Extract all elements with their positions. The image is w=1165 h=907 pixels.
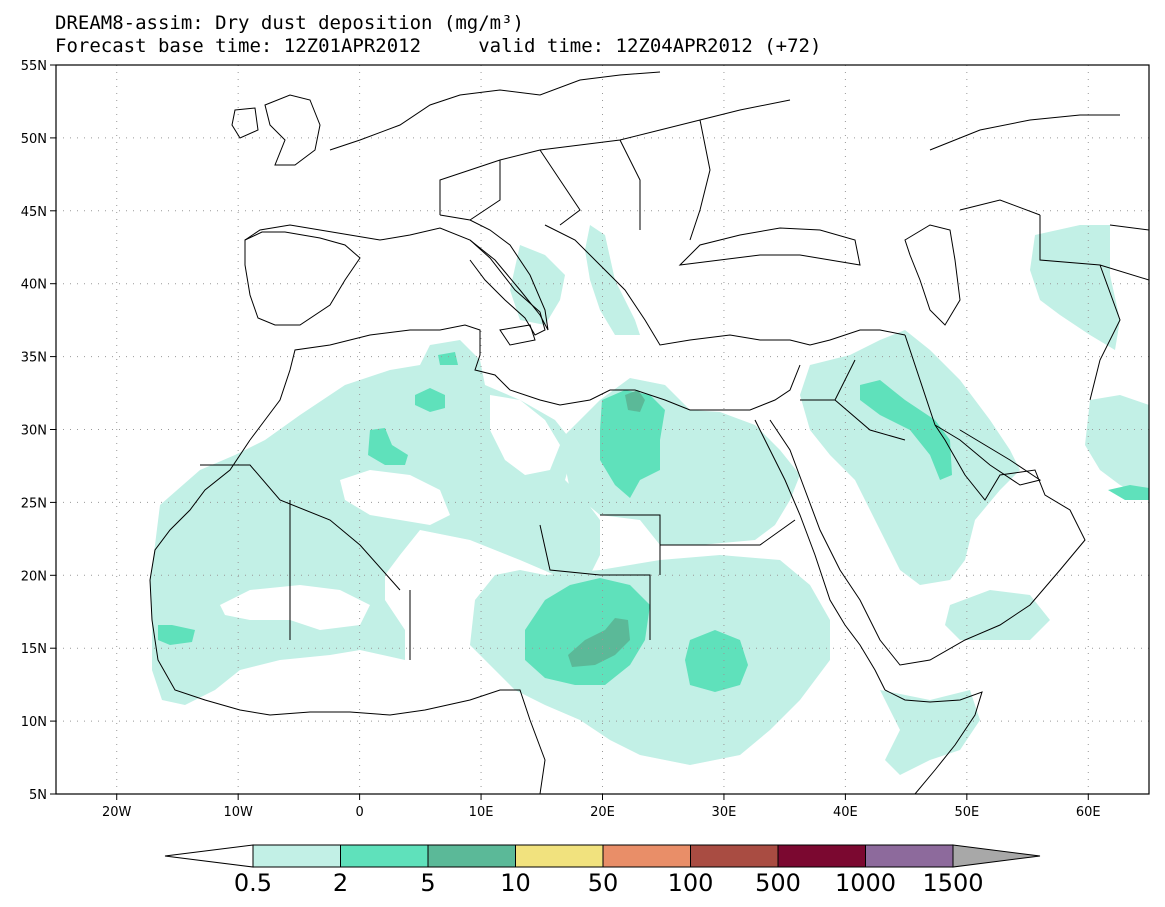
dust-region-greece <box>585 225 640 335</box>
iberia <box>244 231 361 326</box>
colorbar-label: 1500 <box>922 869 983 897</box>
dust-region-iran-east <box>1085 395 1149 500</box>
lon-label: 10E <box>469 805 494 820</box>
lon-label: 20W <box>102 805 132 820</box>
lon-label: 40E <box>833 805 858 820</box>
lon-label: 0 <box>355 805 363 820</box>
lat-label: 20N <box>21 569 47 584</box>
italy <box>469 239 546 336</box>
chart-title: DREAM8-assim: Dry dust deposition (mg/m³… <box>55 12 524 34</box>
west-africa-coast <box>149 439 546 794</box>
lat-label: 40N <box>21 278 47 293</box>
dust-region-iraq-core <box>860 380 952 480</box>
coastlines-and-borders <box>149 71 1149 794</box>
caspian-sea <box>904 224 961 326</box>
colorbar-swatch <box>515 844 604 868</box>
colorbar-low-arrow <box>164 844 254 868</box>
arabia-coast <box>769 419 1086 666</box>
lat-label: 50N <box>21 132 47 147</box>
black-sea <box>678 227 861 266</box>
red-sea-west-coast <box>754 419 886 691</box>
dust-region-horn <box>880 690 980 775</box>
colorbar-swatch <box>690 844 779 868</box>
dust-region-central-asia <box>1030 225 1120 350</box>
colorbar-swatch <box>427 844 516 868</box>
colorbar-label: 5 <box>420 869 435 897</box>
east-africa-inland <box>200 464 796 660</box>
dust-region-sudan-core <box>685 630 748 692</box>
deposition-shading <box>150 225 1149 775</box>
persian-gulf <box>934 424 1042 486</box>
lon-label: 10W <box>223 805 253 820</box>
dust-region-arabia <box>800 330 1020 585</box>
lat-label: 10N <box>21 715 47 730</box>
lat-label: 25N <box>21 496 47 511</box>
lat-label: 55N <box>21 59 47 74</box>
britain <box>264 94 321 166</box>
lon-label: 20E <box>590 805 615 820</box>
colorbar-swatch <box>252 844 341 868</box>
lat-label: 35N <box>21 351 47 366</box>
colorbar-swatch <box>865 844 954 868</box>
dust-region-yemen <box>945 590 1050 640</box>
colorbar-label: 10 <box>500 869 531 897</box>
colorbar-label: 2 <box>333 869 348 897</box>
colorbar-swatch <box>340 844 429 868</box>
latitude-labels: 5N 10N 15N 20N 25N 30N 35N 40N 45N 50N 55N <box>21 59 56 803</box>
balkans-turkey <box>544 224 906 346</box>
chart-subtitle: Forecast base time: 12Z01APR2012 valid t… <box>55 35 822 57</box>
ireland <box>231 107 259 139</box>
colorbar-label: 100 <box>668 869 714 897</box>
colorbar-swatch <box>602 844 691 868</box>
lon-label: 30E <box>712 805 737 820</box>
colorbar-label: 0.5 <box>234 869 272 897</box>
lon-label: 60E <box>1076 805 1101 820</box>
dust-region-libya-core <box>600 390 665 498</box>
europe-borders <box>439 99 791 241</box>
colorbar-label: 50 <box>588 869 619 897</box>
north-africa-coast <box>249 324 801 441</box>
colorbar-swatch <box>777 844 866 868</box>
mediterranean-north <box>244 214 549 331</box>
lat-label: 15N <box>21 642 47 657</box>
lon-label: 50E <box>954 805 979 820</box>
central-asia-borders <box>929 114 1149 231</box>
colorbar-high-arrow <box>952 844 1041 868</box>
europe-north <box>329 71 661 151</box>
dust-region-chad-core <box>525 578 650 685</box>
colorbar-label: 500 <box>755 869 801 897</box>
lat-label: 45N <box>21 205 47 220</box>
lat-label: 30N <box>21 424 47 439</box>
colorbar-legend: 0.5 2 5 10 50 100 500 1000 1500 <box>164 844 1041 897</box>
dust-region-darfur-peak <box>568 618 630 667</box>
longitude-labels: 20W 10W 0 10E 20E 30E 40E 50E 60E <box>102 794 1101 820</box>
horn-coast <box>884 689 983 794</box>
colorbar-label: 1000 <box>835 869 896 897</box>
lat-label: 5N <box>29 788 47 803</box>
mid-east-borders <box>800 215 1149 441</box>
sicily <box>499 324 536 346</box>
